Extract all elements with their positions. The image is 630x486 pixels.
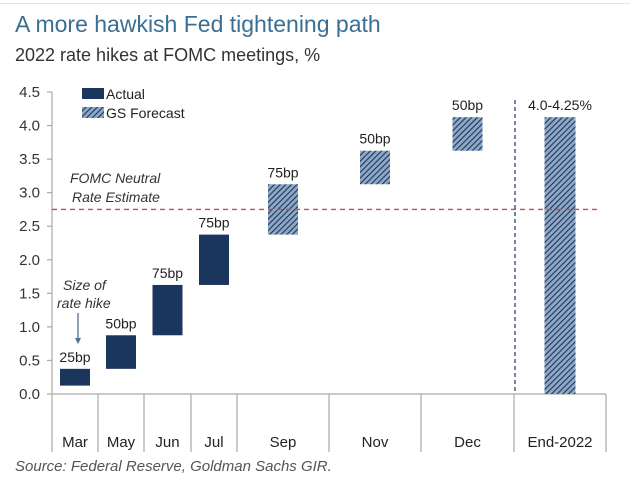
neutral-rate-label-line2: Rate Estimate: [72, 189, 160, 205]
data-label-jul: 75bp: [198, 215, 229, 231]
bar-dec: [452, 117, 483, 151]
x-tick-label: Mar: [62, 434, 88, 451]
legend-label-actual: Actual: [106, 86, 145, 102]
data-label-may: 50bp: [105, 315, 136, 331]
data-label-end-2022: 4.0-4.25%: [528, 97, 592, 113]
y-tick-label: 1.5: [19, 285, 40, 302]
source-note: Source: Federal Reserve, Goldman Sachs G…: [15, 458, 332, 475]
y-tick-label: 0.5: [19, 352, 40, 369]
data-labels: 25bp 50bp 75bp 75bp 75bp 50bp 50bp 4.0-4.25%: [59, 97, 591, 365]
y-tick-label: 2.5: [19, 218, 40, 235]
top-border: [0, 0, 630, 4]
x-tick-label: May: [107, 434, 136, 451]
x-tick-label: Jul: [204, 434, 223, 451]
data-label-mar: 25bp: [59, 349, 90, 365]
bars: [60, 117, 576, 395]
reference-lines: [52, 100, 600, 394]
neutral-rate-annotation: FOMC Neutral Rate Estimate: [70, 170, 161, 205]
legend: Actual GS Forecast: [82, 86, 185, 121]
y-tick-label: 4.5: [19, 84, 40, 101]
bar-jun: [152, 284, 183, 336]
neutral-rate-label-line1: FOMC Neutral: [70, 170, 161, 186]
arrowhead-icon: [75, 338, 81, 344]
bar-jul: [199, 234, 229, 285]
x-tick-label: Jun: [155, 434, 179, 451]
data-label-nov: 50bp: [359, 131, 390, 147]
bar-end-2022: [544, 117, 576, 395]
y-tick-label: 2.0: [19, 252, 40, 269]
x-tick-label: Dec: [454, 434, 481, 451]
x-tick-label: End-2022: [527, 434, 592, 451]
y-tick-label: 1.0: [19, 319, 40, 336]
y-tick-label: 3.5: [19, 151, 40, 168]
data-label-dec: 50bp: [452, 97, 483, 113]
legend-label-forecast: GS Forecast: [106, 105, 185, 121]
bar-may: [106, 335, 136, 369]
rate-hike-annotation: Size of rate hike: [57, 277, 111, 344]
axes: 0.0 0.5 1.0 1.5 2.0 2.5 3.0 3.5 4.0 4.5 Mar May Jun J…: [19, 84, 607, 452]
legend-swatch-forecast: [82, 107, 104, 118]
legend-swatch-actual: [82, 88, 104, 99]
y-tick-label: 0.0: [19, 386, 40, 403]
data-label-sep: 75bp: [267, 164, 298, 180]
chart-title: A more hawkish Fed tightening path: [15, 11, 381, 37]
x-tick-label: Sep: [270, 434, 297, 451]
y-tick-label: 3.0: [19, 185, 40, 202]
chart-subtitle: 2022 rate hikes at FOMC meetings, %: [15, 45, 321, 65]
y-tick-label: 4.0: [19, 118, 40, 135]
data-label-jun: 75bp: [152, 265, 183, 281]
rate-hike-annotation-line1: Size of: [63, 277, 108, 293]
bar-nov: [360, 150, 390, 185]
x-tick-label: Nov: [362, 434, 389, 451]
rate-hike-annotation-line2: rate hike: [57, 295, 111, 311]
bar-mar: [60, 368, 90, 386]
